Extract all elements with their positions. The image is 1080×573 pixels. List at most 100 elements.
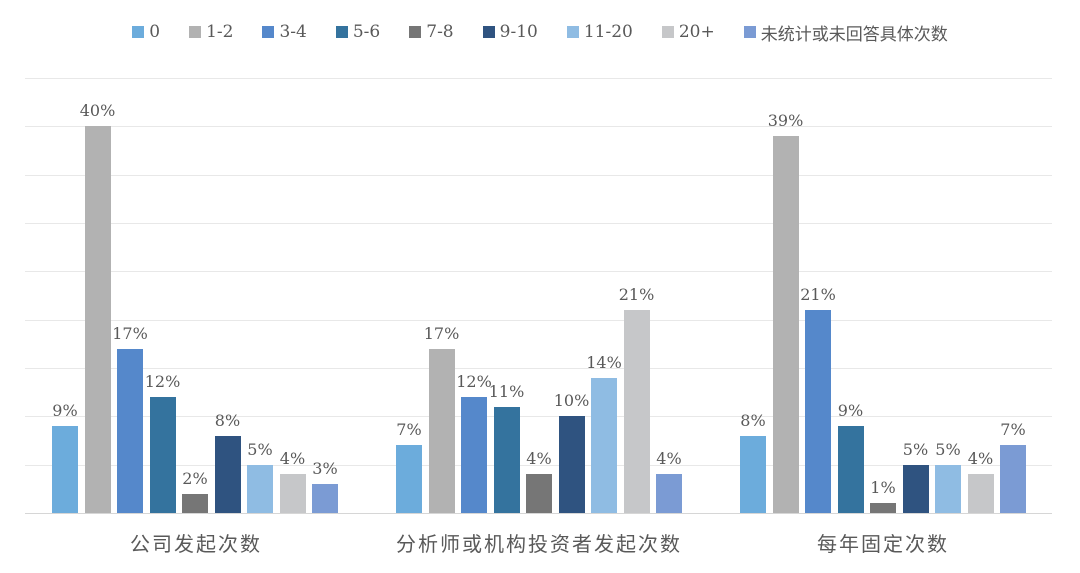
legend-swatch-icon [482,26,495,38]
bar-20+ [623,310,650,513]
bar-11-20 [935,465,961,513]
bar-11-20 [247,465,273,513]
bar-未统计或未回答具体次数 [656,474,682,513]
bar-value-label: 12% [456,371,492,391]
category-label: 公司发起次数 [130,532,262,556]
bar-value-label: 10% [553,390,590,410]
bar-value-label: 4% [967,448,994,468]
bar-value-label: 9% [837,400,864,420]
bar-value-label: 17% [423,323,460,343]
bar-slot: 12% [145,77,180,513]
legend-item: 7-8 [409,22,454,42]
bar-slot: 3% [312,77,338,513]
gridline [25,416,1052,417]
bar-value-label: 7% [1000,419,1026,439]
bar-9-10 [902,465,929,513]
category-label: 分析师或机构投资者发起次数 [396,532,682,556]
bar-0 [52,426,78,513]
bar-slot: 12% [456,77,492,513]
legend-item: 9-10 [482,22,538,42]
bar-slot: 5% [247,77,273,513]
bar-slot: 9% [52,77,78,513]
bar-group: 9% 40% 17% 12% 2% 8% 5% 4% 3% [52,77,338,513]
bar-value-label: 3% [312,458,338,478]
bar-value-label: 14% [586,352,622,372]
legend-item: 20+ [661,22,715,42]
legend-label: 11-20 [583,22,633,42]
bar-slot: 17% [424,77,459,513]
bar-7-8 [526,474,552,513]
bar-slot: 40% [80,77,115,513]
bar-value-label: 5% [247,439,273,459]
bar-20+ [967,474,994,513]
bar-未统计或未回答具体次数 [312,484,338,513]
legend-label: 1-2 [206,22,234,42]
legend-swatch-icon [132,26,145,38]
bar-3-4 [805,310,831,513]
legend-label: 3-4 [279,22,307,42]
bar-5-6 [493,407,520,513]
legend-item: 11-20 [566,22,633,42]
bar-slot: 1% [870,77,896,513]
bar-slot: 5% [902,77,929,513]
legend-swatch-icon [262,26,275,38]
bar-value-label: 39% [767,110,804,130]
legend-item: 1-2 [189,22,233,42]
bar-slot: 39% [768,77,803,513]
bar-slot: 7% [396,77,422,513]
bar-value-label: 4% [279,448,306,468]
bar-value-label: 2% [182,468,208,488]
legend-label: 7-8 [426,22,454,42]
bar-5-6 [149,397,176,513]
bar-7-8 [870,503,896,513]
bar-slot: 21% [800,77,836,513]
legend-swatch-icon [335,26,348,38]
gridline [25,368,1052,369]
bar-3-4 [461,397,487,513]
bar-5-6 [837,426,864,513]
bar-value-label: 8% [214,410,241,430]
bar-slot: 4% [967,77,994,513]
bar-value-label: 1% [870,477,896,497]
bar-value-label: 5% [935,439,961,459]
bar-group: 8% 39% 21% 9% 1% 5% 5% 4% 7% [740,77,1026,513]
legend-swatch-icon [409,26,422,38]
bar-slot: 8% [214,77,241,513]
legend-label: 20+ [678,22,715,42]
bar-slot: 14% [586,77,622,513]
legend-swatch-icon [566,26,579,38]
bar-slot: 21% [619,77,654,513]
legend-item: 3-4 [262,22,307,42]
bar-slot: 4% [279,77,306,513]
bar-slot: 4% [526,77,552,513]
bar-value-label: 17% [112,323,148,343]
bar-9-10 [558,416,585,513]
gridline [25,465,1052,466]
legend-label: 未统计或未回答具体次数 [760,24,948,45]
legend-swatch-icon [661,26,674,38]
legend-item: 5-6 [335,22,381,42]
bar-value-label: 8% [740,410,766,430]
bar-slot: 11% [489,77,524,513]
bar-value-label: 12% [144,371,181,391]
bar-未统计或未回答具体次数 [1000,445,1026,513]
legend-label: 5-6 [352,22,381,42]
gridline [25,271,1052,272]
bar-slot: 2% [182,77,208,513]
bar-slot: 8% [740,77,766,513]
gridline [25,78,1052,79]
gridline [25,320,1052,321]
bar-slot: 5% [935,77,961,513]
bar-20+ [279,474,306,513]
legend-label: 9-10 [499,22,538,42]
bar-value-label: 4% [656,448,682,468]
legend-item: 未统计或未回答具体次数 [743,20,948,45]
bar-value-label: 21% [618,284,655,304]
bar-value-label: 4% [526,448,552,468]
bar-9-10 [214,436,241,513]
category-label: 每年固定次数 [817,532,949,556]
bar-group: 7% 17% 12% 11% 4% 10% 14% 21% 4% [396,77,682,513]
legend-swatch-icon [743,26,756,38]
